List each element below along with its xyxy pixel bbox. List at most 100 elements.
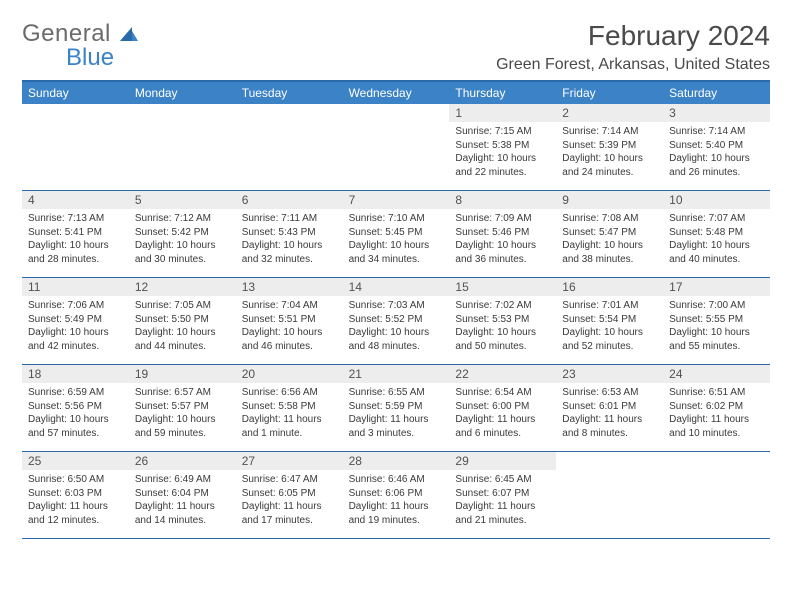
day-number: 26 [129,452,236,470]
day-number: 24 [663,365,770,383]
sunset-text: Sunset: 5:59 PM [349,400,444,414]
sunrise-text: Sunrise: 7:01 AM [562,299,657,313]
day-number: 2 [556,104,663,122]
day-body: Sunrise: 7:09 AMSunset: 5:46 PMDaylight:… [449,209,556,271]
day-cell: 14Sunrise: 7:03 AMSunset: 5:52 PMDayligh… [343,278,450,364]
day-cell: 20Sunrise: 6:56 AMSunset: 5:58 PMDayligh… [236,365,343,451]
day-cell: 28 Sunrise: 6:46 AMSunset: 6:06 PMDayligh… [343,452,450,538]
daylight-text: Daylight: 10 hours and 59 minutes. [135,413,230,440]
day-body: Sunrise: 6:45 AMSunset: 6:07 PMDaylight:… [449,470,556,532]
day-body: Sunrise: 7:13 AMSunset: 5:41 PMDaylight:… [22,209,129,271]
daylight-text: Daylight: 10 hours and 30 minutes. [135,239,230,266]
day-number: 12 [129,278,236,296]
sunrise-text: Sunrise: 7:06 AM [28,299,123,313]
week-row: 25Sunrise: 6:50 AMSunset: 6:03 PMDayligh… [22,452,770,539]
day-cell: 13Sunrise: 7:04 AMSunset: 5:51 PMDayligh… [236,278,343,364]
sunset-text: Sunset: 5:39 PM [562,139,657,153]
day-number: 10 [663,191,770,209]
day-number: 23 [556,365,663,383]
sunset-text: Sunset: 5:48 PM [669,226,764,240]
daylight-text: Daylight: 10 hours and 55 minutes. [669,326,764,353]
daylight-text: Daylight: 10 hours and 46 minutes. [242,326,337,353]
day-number: 4 [22,191,129,209]
day-cell [663,452,770,538]
daylight-text: Daylight: 10 hours and 38 minutes. [562,239,657,266]
logo-word2: Blue [66,44,138,72]
header: General Blue February 2024 Green Forest,… [22,20,770,74]
sunrise-text: Sunrise: 7:00 AM [669,299,764,313]
sunrise-text: Sunrise: 7:13 AM [28,212,123,226]
daylight-text: Daylight: 11 hours and 3 minutes. [349,413,444,440]
day-number: 22 [449,365,556,383]
sunset-text: Sunset: 5:45 PM [349,226,444,240]
day-cell [129,104,236,190]
day-cell: 6Sunrise: 7:11 AMSunset: 5:43 PMDaylight… [236,191,343,277]
daylight-text: Daylight: 10 hours and 57 minutes. [28,413,123,440]
day-number: 7 [343,191,450,209]
sunrise-text: Sunrise: 6:57 AM [135,386,230,400]
day-body: Sunrise: 7:14 AMSunset: 5:39 PMDaylight:… [556,122,663,184]
day-cell: 26Sunrise: 6:49 AMSunset: 6:04 PMDayligh… [129,452,236,538]
day-cell: 22Sunrise: 6:54 AMSunset: 6:00 PMDayligh… [449,365,556,451]
day-cell: 4Sunrise: 7:13 AMSunset: 5:41 PMDaylight… [22,191,129,277]
weekday-header: Sunday [22,82,129,104]
day-cell: 8Sunrise: 7:09 AMSunset: 5:46 PMDaylight… [449,191,556,277]
day-cell: 10 Sunrise: 7:07 AMSunset: 5:48 PMDayligh… [663,191,770,277]
sunset-text: Sunset: 5:51 PM [242,313,337,327]
daylight-text: Daylight: 10 hours and 42 minutes. [28,326,123,353]
day-cell: 5Sunrise: 7:12 AMSunset: 5:42 PMDaylight… [129,191,236,277]
day-body: Sunrise: 7:10 AMSunset: 5:45 PMDaylight:… [343,209,450,271]
day-body: Sunrise: 6:53 AMSunset: 6:01 PMDaylight:… [556,383,663,445]
sunset-text: Sunset: 5:43 PM [242,226,337,240]
day-cell [22,104,129,190]
sunrise-text: Sunrise: 6:46 AM [349,473,444,487]
sunrise-text: Sunrise: 6:54 AM [455,386,550,400]
logo: General Blue [22,20,138,72]
sunset-text: Sunset: 6:04 PM [135,487,230,501]
weekday-header: Tuesday [236,82,343,104]
sunset-text: Sunset: 6:06 PM [349,487,444,501]
sunrise-text: Sunrise: 7:12 AM [135,212,230,226]
day-number: 14 [343,278,450,296]
daylight-text: Daylight: 11 hours and 19 minutes. [349,500,444,527]
sunrise-text: Sunrise: 6:49 AM [135,473,230,487]
day-body: Sunrise: 7:02 AMSunset: 5:53 PMDaylight:… [449,296,556,358]
day-number: 1 [449,104,556,122]
sunset-text: Sunset: 5:47 PM [562,226,657,240]
sunset-text: Sunset: 6:01 PM [562,400,657,414]
day-cell: 15Sunrise: 7:02 AMSunset: 5:53 PMDayligh… [449,278,556,364]
daylight-text: Daylight: 10 hours and 40 minutes. [669,239,764,266]
sunrise-text: Sunrise: 7:11 AM [242,212,337,226]
day-number: 11 [22,278,129,296]
sunset-text: Sunset: 5:57 PM [135,400,230,414]
day-number: 28 [343,452,450,470]
sunset-text: Sunset: 6:07 PM [455,487,550,501]
sunset-text: Sunset: 5:54 PM [562,313,657,327]
day-number: 19 [129,365,236,383]
day-body: Sunrise: 7:11 AMSunset: 5:43 PMDaylight:… [236,209,343,271]
sunrise-text: Sunrise: 7:07 AM [669,212,764,226]
day-body: Sunrise: 7:01 AMSunset: 5:54 PMDaylight:… [556,296,663,358]
day-body: Sunrise: 6:59 AMSunset: 5:56 PMDaylight:… [22,383,129,445]
daylight-text: Daylight: 10 hours and 24 minutes. [562,152,657,179]
sunset-text: Sunset: 6:03 PM [28,487,123,501]
day-number: 6 [236,191,343,209]
sunset-text: Sunset: 5:38 PM [455,139,550,153]
sunrise-text: Sunrise: 6:59 AM [28,386,123,400]
day-body: Sunrise: 7:14 AMSunset: 5:40 PMDaylight:… [663,122,770,184]
sunrise-text: Sunrise: 6:55 AM [349,386,444,400]
day-body: Sunrise: 7:15 AMSunset: 5:38 PMDaylight:… [449,122,556,184]
weekday-header: Wednesday [343,82,450,104]
day-body: Sunrise: 6:49 AMSunset: 6:04 PMDaylight:… [129,470,236,532]
title-block: February 2024 Green Forest, Arkansas, Un… [496,20,770,74]
week-row: 18Sunrise: 6:59 AMSunset: 5:56 PMDayligh… [22,365,770,452]
week-row: 1Sunrise: 7:15 AMSunset: 5:38 PMDaylight… [22,104,770,191]
daylight-text: Daylight: 11 hours and 6 minutes. [455,413,550,440]
sail-icon [120,20,138,34]
day-body: Sunrise: 6:56 AMSunset: 5:58 PMDaylight:… [236,383,343,445]
sunset-text: Sunset: 5:53 PM [455,313,550,327]
daylight-text: Daylight: 10 hours and 32 minutes. [242,239,337,266]
day-cell: 7Sunrise: 7:10 AMSunset: 5:45 PMDaylight… [343,191,450,277]
day-cell: 2Sunrise: 7:14 AMSunset: 5:39 PMDaylight… [556,104,663,190]
day-number: 9 [556,191,663,209]
